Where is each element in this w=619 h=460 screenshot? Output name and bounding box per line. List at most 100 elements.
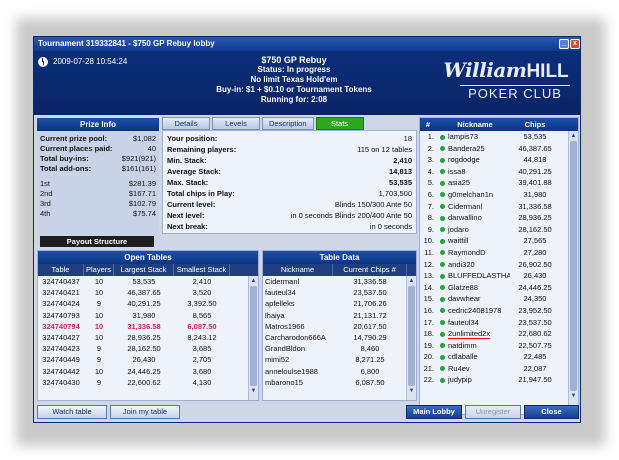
- scroll-thumb[interactable]: [408, 286, 415, 386]
- scroll-down-icon[interactable]: ▼: [570, 393, 577, 399]
- stat-label: Average Stack:: [167, 167, 221, 176]
- player-row[interactable]: 13. BLUFFEDLASTHAN 26,430: [420, 270, 578, 282]
- player-name: g0melchan1n: [448, 189, 494, 199]
- player-row[interactable]: 22. judypip 21,947.50: [420, 374, 578, 386]
- current-datetime: 2009-07-28 10:54:24: [53, 57, 128, 66]
- table-data-title: Table Data: [263, 251, 416, 264]
- scroll-down-icon[interactable]: ▼: [408, 388, 415, 394]
- lobby-window: Tournament 319332841 - $750 GP Rebuy lob…: [33, 36, 581, 423]
- column-header[interactable]: Largest Stack: [114, 264, 174, 276]
- watch-table-button[interactable]: Watch table: [37, 405, 107, 419]
- prize-row: Current prize pool: $1,082: [40, 134, 156, 144]
- minimize-button[interactable]: _: [559, 39, 569, 49]
- tab-description[interactable]: Description: [262, 117, 314, 130]
- player-name: rogdodge: [448, 155, 480, 165]
- table-row[interactable]: 324740421 10 46,387.65 3,520: [38, 287, 258, 298]
- player-name: issa8: [448, 166, 466, 176]
- table-cell: 324740427: [42, 332, 80, 342]
- table-row[interactable]: 324740423 9 28,162.50 3,685: [38, 343, 258, 354]
- join-my-table-button[interactable]: Join my table: [110, 405, 180, 419]
- scroll-up-icon[interactable]: ▲: [408, 278, 415, 284]
- table-row[interactable]: GrandBldon 8,460: [263, 343, 416, 354]
- table-row[interactable]: 324740427 10 28,936.25 8,243.12: [38, 332, 258, 343]
- player-row[interactable]: 1. lampis73 53,535: [420, 131, 578, 143]
- player-row[interactable]: 7. Cidermanl 31,336.58: [420, 201, 578, 213]
- player-row[interactable]: 4. issa8 40,291.25: [420, 166, 578, 178]
- players-scrollbar[interactable]: ▲ ▼: [568, 131, 578, 414]
- player-row[interactable]: 19. natdimm 22,507.75: [420, 340, 578, 352]
- online-status-icon: [440, 238, 445, 244]
- table-row[interactable]: Matros1966 20,617.50: [263, 321, 416, 332]
- player-chips: 28,162.50: [518, 224, 552, 234]
- open-tables-scrollbar[interactable]: ▲ ▼: [248, 276, 258, 400]
- player-row[interactable]: 9. jodaro 28,162.50: [420, 224, 578, 236]
- player-row[interactable]: 8. darwallino 28,936.25: [420, 212, 578, 224]
- scroll-up-icon[interactable]: ▲: [570, 133, 577, 139]
- scroll-thumb[interactable]: [250, 286, 257, 386]
- table-row[interactable]: mbarono15 6,087.50: [263, 377, 416, 388]
- scroll-thumb[interactable]: [570, 141, 577, 391]
- column-header[interactable]: Current Chips #: [333, 264, 407, 276]
- player-row[interactable]: 3. rogdodge 44,818: [420, 154, 578, 166]
- online-status-icon: [440, 308, 445, 314]
- table-row[interactable]: anneloulse1988 6,800: [263, 366, 416, 377]
- table-row[interactable]: 324740442 10 24,446.25 3,680: [38, 366, 258, 377]
- table-row[interactable]: Cidermanl 31,336.58: [263, 276, 416, 287]
- place-label: 4th: [40, 209, 51, 218]
- player-row[interactable]: 5. asia25 39,401.88: [420, 177, 578, 189]
- table-row[interactable]: fauteul34 23,537.50: [263, 287, 416, 298]
- online-status-icon: [440, 157, 445, 163]
- close-button[interactable]: Close: [524, 405, 579, 419]
- player-row[interactable]: 16. cedric24081978 23,952.50: [420, 305, 578, 317]
- close-window-button[interactable]: x: [570, 39, 580, 49]
- stat-row: Max. Stack: 53,535: [167, 177, 412, 188]
- table-cell: 324740442: [42, 366, 80, 376]
- player-row[interactable]: 20. cdlaballe 22,485: [420, 351, 578, 363]
- player-row[interactable]: 21. Ru4ev 22,087: [420, 363, 578, 375]
- player-nickname: rogdodge: [436, 154, 510, 166]
- table-row[interactable]: lhaiya 21,131.72: [263, 310, 416, 321]
- tab-stats[interactable]: Stats: [315, 117, 364, 130]
- player-row[interactable]: 18. 2unlimited2x 22,680.62: [420, 328, 578, 340]
- payout-structure-button[interactable]: Payout Structure: [40, 236, 154, 247]
- prize-value: $1,082: [133, 134, 156, 143]
- player-row[interactable]: 15. davwhear 24,350: [420, 293, 578, 305]
- column-header[interactable]: Table: [38, 264, 84, 276]
- player-rank: 7.: [427, 201, 434, 211]
- table-row[interactable]: 324740437 10 53,535 2,410: [38, 276, 258, 287]
- table-row[interactable]: 324740424 9 40,291.25 3,392.50: [38, 298, 258, 309]
- player-nickname: darwallino: [436, 212, 510, 224]
- column-header[interactable]: Smallest Stack: [174, 264, 230, 276]
- player-chips: 40,291.25: [518, 166, 552, 176]
- table-row[interactable]: 324740793 10 31,980 8,565: [38, 310, 258, 321]
- online-status-icon: [440, 285, 445, 291]
- table-row[interactable]: 324740794 10 31,336.58 6,087.50: [38, 321, 258, 332]
- table-row[interactable]: 324740430 9 22,600.62 4,130: [38, 377, 258, 388]
- scroll-down-icon[interactable]: ▼: [250, 388, 257, 394]
- table-data-scrollbar[interactable]: ▲ ▼: [406, 276, 416, 400]
- player-row[interactable]: 12. andi320 26,902.50: [420, 259, 578, 271]
- player-row[interactable]: 17. fauteul34 23,537.50: [420, 317, 578, 329]
- main-lobby-button[interactable]: Main Lobby: [406, 405, 462, 419]
- table-cell: 10: [94, 332, 104, 342]
- table-row[interactable]: mimi52 8,271.25: [263, 354, 416, 365]
- column-header[interactable]: Players: [84, 264, 114, 276]
- scroll-up-icon[interactable]: ▲: [250, 278, 257, 284]
- title-bar: Tournament 319332841 - $750 GP Rebuy lob…: [34, 37, 580, 51]
- place-row: 3rd $102.79: [40, 199, 156, 209]
- player-name: lampis73: [448, 132, 479, 141]
- table-row[interactable]: 324740449 9 26,430 2,705: [38, 354, 258, 365]
- tab-levels[interactable]: Levels: [212, 117, 260, 130]
- table-row[interactable]: Carcharodon666A 14,790.29: [263, 332, 416, 343]
- tab-details[interactable]: Details: [162, 117, 210, 130]
- player-row[interactable]: 10. waittill 27,565: [420, 235, 578, 247]
- player-row[interactable]: 2. Bandera25 46,387.65: [420, 143, 578, 155]
- player-row[interactable]: 14. Glatze88 24,446.25: [420, 282, 578, 294]
- unregister-button[interactable]: Unregister: [465, 405, 521, 419]
- player-row[interactable]: 6. g0melchan1n 31,980: [420, 189, 578, 201]
- tournament-header: 2009-07-28 10:54:24 $750 GP Rebuy Status…: [34, 51, 580, 115]
- players-panel: # Nickname Chips 1. lampis73 53,535 2. Bande…: [419, 117, 579, 415]
- player-row[interactable]: 11. RaymondD 27,280: [420, 247, 578, 259]
- column-header[interactable]: Nickname: [263, 264, 333, 276]
- table-row[interactable]: apfelleks 21,706.26: [263, 298, 416, 309]
